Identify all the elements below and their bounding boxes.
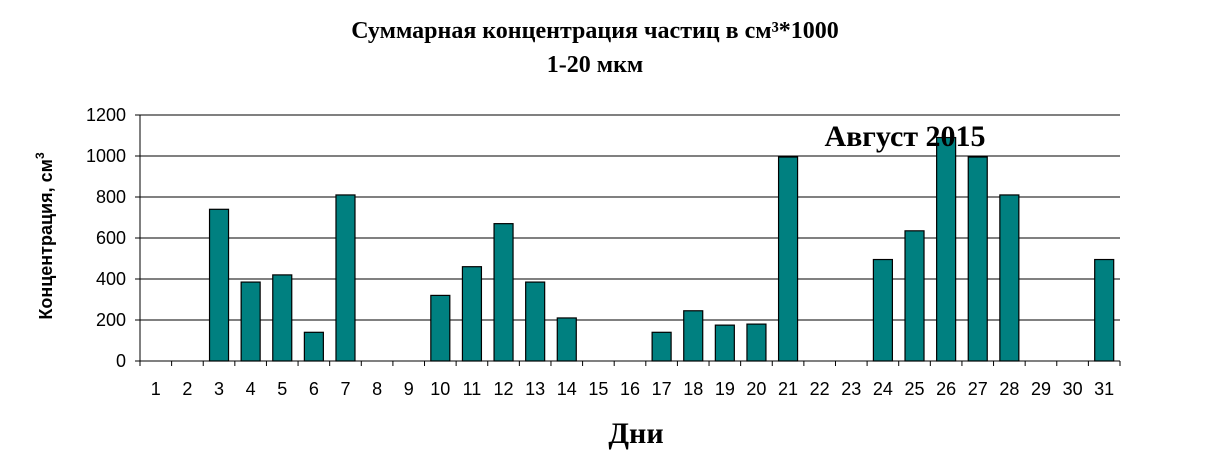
- bar: [777, 156, 799, 362]
- x-tick-label: 10: [430, 379, 450, 399]
- y-axis-label-sup: 3: [33, 152, 47, 159]
- x-tick-label: 14: [557, 379, 577, 399]
- bar: [240, 281, 261, 362]
- x-tick-label: 1: [151, 379, 161, 399]
- x-tick-label: 5: [277, 379, 287, 399]
- x-tick-label: 29: [1031, 379, 1051, 399]
- y-tick-label: 0: [116, 351, 126, 371]
- y-tick-label: 600: [96, 228, 126, 248]
- bar: [335, 194, 356, 362]
- y-tick-label: 200: [96, 310, 126, 330]
- x-tick-label: 19: [715, 379, 735, 399]
- y-tick-label: 800: [96, 187, 126, 207]
- chart-annotation: Август 2015: [824, 120, 985, 153]
- x-tick-label: 27: [968, 379, 988, 399]
- x-tick-label: 4: [246, 379, 256, 399]
- x-tick-label: 11: [463, 379, 482, 399]
- x-tick-label: 31: [1094, 379, 1114, 399]
- y-tick-label: 1200: [86, 105, 126, 125]
- bar: [967, 156, 988, 362]
- x-tick-label: 24: [873, 379, 893, 399]
- x-tick-label: 30: [1063, 379, 1083, 399]
- x-tick-label: 18: [683, 379, 703, 399]
- bar: [493, 223, 514, 362]
- y-axis-label-main: Концентрация, см: [36, 159, 56, 320]
- bar: [683, 310, 704, 362]
- x-axis-label: Дни: [608, 417, 663, 450]
- x-tick-label: 9: [404, 379, 414, 399]
- bar: [525, 281, 546, 362]
- bar: [714, 324, 735, 362]
- bar: [936, 136, 957, 362]
- bar: [872, 258, 894, 362]
- x-tick-label: 6: [309, 379, 319, 399]
- bar: [651, 331, 672, 362]
- x-tick-label: 21: [778, 379, 798, 399]
- bar: [461, 266, 483, 362]
- x-tick-label: 23: [841, 379, 861, 399]
- chart-title: Суммарная концентрация частиц в см³*1000: [351, 18, 839, 44]
- x-tick-label: 7: [340, 379, 350, 399]
- bar: [746, 323, 767, 362]
- bar: [303, 331, 324, 362]
- x-tick-label: 20: [746, 379, 766, 399]
- bar: [556, 317, 577, 362]
- bar: [904, 230, 925, 362]
- x-tick-label: 17: [652, 379, 672, 399]
- x-tick-label: 3: [214, 379, 224, 399]
- y-tick-label: 400: [96, 269, 126, 289]
- x-tick-label: 13: [525, 379, 545, 399]
- y-tick-label: 1000: [86, 146, 126, 166]
- bar: [272, 274, 293, 362]
- x-tick-label: 25: [905, 379, 925, 399]
- x-tick-label: 28: [999, 379, 1019, 399]
- x-tick-label: 12: [494, 379, 514, 399]
- x-tick-label: 16: [620, 379, 640, 399]
- bar: [1094, 258, 1115, 362]
- bar: [999, 194, 1020, 362]
- bar: [208, 208, 230, 362]
- x-tick-label: 2: [182, 379, 192, 399]
- x-tick-label: 15: [588, 379, 608, 399]
- bar: [430, 294, 451, 362]
- y-axis-label: Концентрация, см3: [33, 152, 56, 320]
- x-tick-label: 26: [936, 379, 956, 399]
- chart-subtitle: 1-20 мкм: [547, 52, 644, 78]
- x-tick-label: 8: [372, 379, 382, 399]
- x-tick-label: 22: [810, 379, 830, 399]
